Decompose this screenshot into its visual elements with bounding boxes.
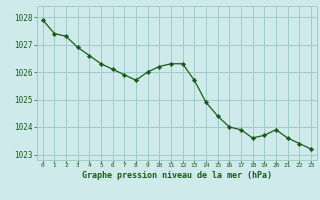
- X-axis label: Graphe pression niveau de la mer (hPa): Graphe pression niveau de la mer (hPa): [82, 171, 272, 180]
